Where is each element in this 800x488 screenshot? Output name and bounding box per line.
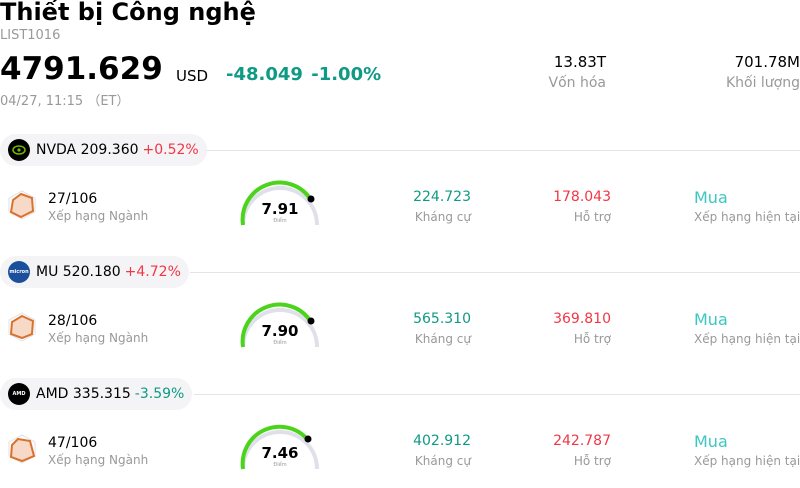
radar-icon: [8, 312, 36, 346]
ticker-price: AMD 335.315: [36, 386, 131, 402]
ticker-price: NVDA 209.360: [36, 142, 139, 158]
volume-stat: 701.78M Khối lượng: [726, 53, 800, 91]
current-rating: Mua Xếp hạng hiện tại: [694, 310, 800, 346]
currency: USD: [176, 67, 209, 85]
resistance: 224.723 Kháng cự: [413, 189, 471, 224]
rating-value: Mua: [694, 432, 728, 451]
rank-label: Xếp hạng Ngành: [48, 331, 149, 345]
stock-pill-amd[interactable]: AMD AMD 335.315 -3.59%: [0, 378, 193, 410]
score-label: Điểm: [273, 340, 287, 346]
support-value: 369.810: [553, 311, 611, 327]
support: 178.043 Hỗ trợ: [553, 189, 611, 224]
radar-icon: [8, 434, 36, 468]
change-percent: -1.00%: [311, 64, 382, 85]
support-label: Hỗ trợ: [573, 332, 611, 346]
volume-label: Khối lượng: [725, 75, 800, 91]
rating-label: Xếp hạng hiện tại: [694, 454, 800, 468]
divider: [190, 272, 800, 273]
resistance-value: 565.310: [413, 311, 471, 327]
score-gauge: 7.90 Điểm: [238, 302, 322, 350]
support-value: 178.043: [553, 189, 611, 205]
change-percent: +4.72%: [124, 264, 181, 280]
divider: [206, 150, 800, 151]
rating-label: Xếp hạng hiện tại: [694, 332, 800, 346]
rank-value: 28/106: [48, 313, 98, 329]
amd-logo-icon: AMD: [8, 383, 30, 405]
support-label: Hỗ trợ: [573, 454, 611, 468]
volume-value: 701.78M: [734, 53, 800, 71]
index-price: 4791.629: [0, 51, 163, 87]
rating-value: Mua: [694, 310, 728, 329]
score-label: Điểm: [273, 218, 287, 224]
nvidia-logo-icon: [8, 139, 30, 161]
market-cap-value: 13.83T: [553, 53, 606, 71]
rating-label: Xếp hạng hiện tại: [694, 210, 800, 224]
score-gauge: 7.46 Điểm: [238, 424, 322, 472]
stock-pill-nvda[interactable]: NVDA 209.360 +0.52%: [0, 134, 207, 166]
resistance: 565.310 Kháng cự: [413, 311, 471, 346]
micron-logo-icon: micron: [8, 261, 30, 283]
list-code: LIST1016: [0, 28, 61, 43]
industry-rank: 47/106 Xếp hạng Ngành: [48, 435, 148, 467]
resistance: 402.912 Kháng cự: [413, 433, 471, 468]
radar-icon: [8, 190, 36, 224]
resistance-value: 402.912: [413, 433, 471, 449]
divider: [194, 394, 800, 395]
rank-label: Xếp hạng Ngành: [48, 453, 149, 467]
resistance-label: Kháng cự: [414, 454, 471, 468]
page-title: Thiết bị Công nghệ: [0, 0, 256, 26]
score-gauge: 7.91 Điểm: [238, 180, 322, 228]
support-label: Hỗ trợ: [573, 210, 611, 224]
resistance-label: Kháng cự: [414, 332, 471, 346]
market-cap-label: Vốn hóa: [548, 75, 606, 91]
score-value: 7.91: [261, 200, 299, 218]
price-change: -48.049 -1.00%: [226, 64, 381, 85]
rating-value: Mua: [694, 188, 728, 207]
industry-rank: 28/106 Xếp hạng Ngành: [48, 313, 148, 345]
support-value: 242.787: [553, 433, 611, 449]
score-label: Điểm: [273, 462, 287, 468]
support: 242.787 Hỗ trợ: [553, 433, 611, 468]
timestamp: 04/27, 11:15 （ET）: [0, 94, 130, 109]
resistance-value: 224.723: [413, 189, 471, 205]
score-value: 7.90: [261, 322, 299, 340]
current-rating: Mua Xếp hạng hiện tại: [694, 432, 800, 468]
rank-value: 47/106: [48, 435, 98, 451]
rank-value: 27/106: [48, 191, 98, 207]
change-percent: -3.59%: [134, 386, 185, 402]
score-value: 7.46: [261, 444, 299, 462]
ticker-price: MU 520.180: [36, 264, 121, 280]
resistance-label: Kháng cự: [414, 210, 471, 224]
current-rating: Mua Xếp hạng hiện tại: [694, 188, 800, 224]
market-cap-stat: 13.83T Vốn hóa: [549, 53, 606, 91]
change-value: -48.049: [226, 64, 303, 85]
rank-label: Xếp hạng Ngành: [48, 209, 149, 223]
support: 369.810 Hỗ trợ: [553, 311, 611, 346]
stock-pill-mu[interactable]: micron MU 520.180 +4.72%: [0, 256, 189, 288]
industry-rank: 27/106 Xếp hạng Ngành: [48, 191, 148, 223]
change-percent: +0.52%: [142, 142, 199, 158]
